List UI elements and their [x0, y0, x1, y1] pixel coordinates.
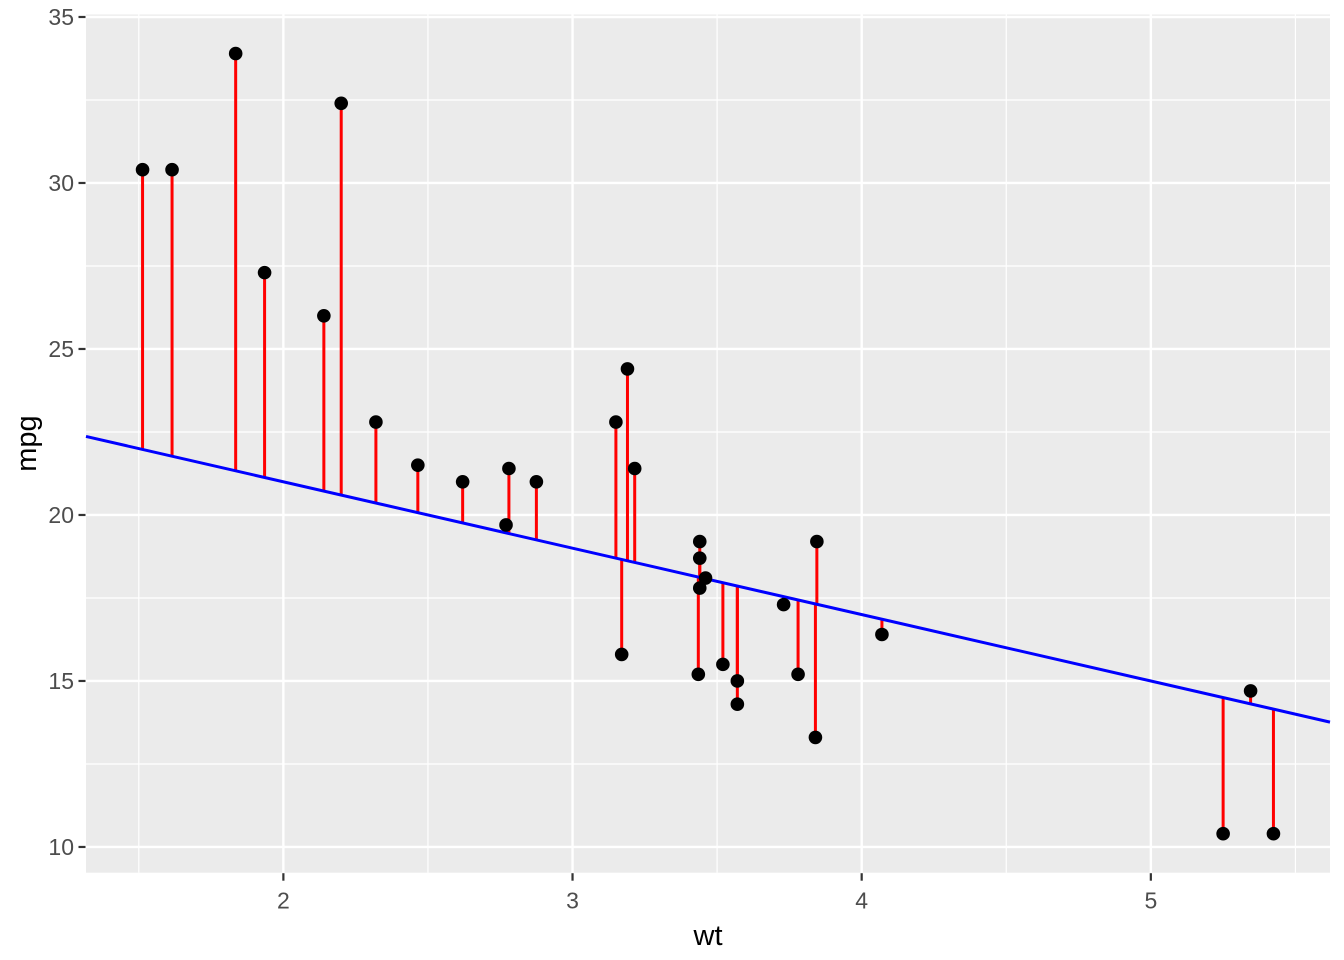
data-point	[791, 667, 805, 682]
data-point	[1266, 826, 1281, 841]
data-point	[165, 162, 179, 177]
data-point	[627, 461, 642, 476]
data-point	[716, 657, 730, 672]
y-tick-label: 30	[48, 170, 74, 196]
x-axis-title: wt	[693, 920, 723, 952]
data-point	[614, 647, 629, 662]
y-tick-label: 20	[48, 502, 74, 528]
data-point	[529, 474, 544, 489]
data-point	[776, 597, 791, 612]
data-point	[455, 474, 470, 489]
data-point	[730, 697, 745, 712]
data-point	[499, 518, 513, 532]
data-point	[692, 534, 707, 549]
data-point	[411, 458, 425, 472]
axis-tick-marks	[78, 15, 1152, 881]
data-point	[369, 415, 383, 429]
plot-panel	[86, 14, 1330, 873]
data-point	[692, 581, 707, 595]
data-point	[808, 730, 823, 745]
data-point	[317, 308, 331, 323]
data-point	[502, 461, 516, 476]
data-point	[810, 534, 824, 549]
data-point	[609, 415, 623, 429]
x-tick-label: 4	[855, 888, 868, 914]
data-point	[691, 667, 706, 682]
x-tick-label: 3	[566, 888, 579, 914]
y-tick-label: 10	[48, 834, 74, 860]
y-axis-title: mpg	[11, 415, 43, 471]
data-point	[334, 96, 349, 111]
major-gridlines	[86, 14, 1330, 873]
y-tick-label: 15	[48, 668, 74, 694]
data-point	[1216, 826, 1230, 841]
y-tick-label: 25	[48, 336, 74, 362]
data-point	[620, 362, 635, 376]
axis-tick-labels: 2 3 4 5 10 15 20 25 30 35	[48, 4, 1157, 914]
data-point	[692, 551, 707, 565]
data-point	[135, 162, 150, 177]
x-tick-label: 5	[1144, 888, 1157, 914]
x-tick-label: 2	[277, 888, 290, 914]
data-point	[1243, 684, 1258, 698]
data-point	[730, 674, 745, 688]
data-point	[257, 265, 272, 280]
y-tick-label: 35	[48, 4, 74, 30]
minor-gridlines	[86, 14, 1330, 873]
data-point	[228, 46, 243, 61]
data-point	[875, 627, 889, 642]
data-points	[135, 46, 1281, 841]
data-point	[698, 571, 713, 585]
